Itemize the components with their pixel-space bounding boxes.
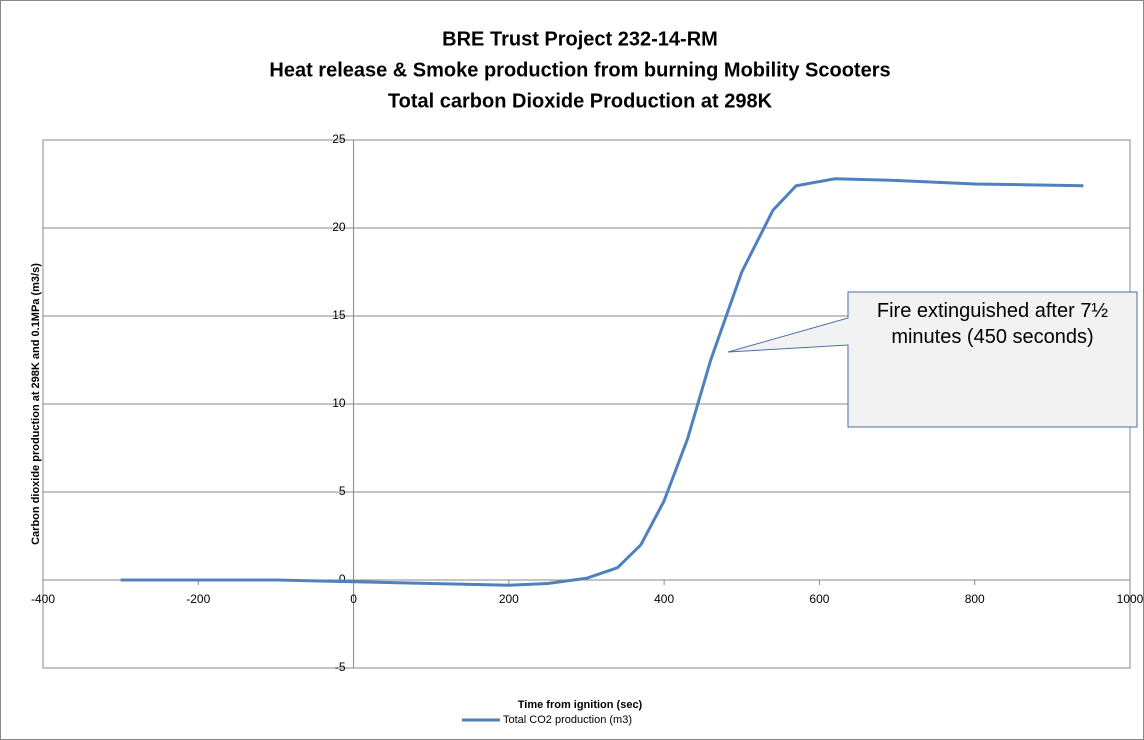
y-tick-label: 25 <box>332 132 346 146</box>
y-tick-label: 15 <box>332 308 346 322</box>
x-tick-label: 400 <box>654 592 674 606</box>
series-group <box>120 177 1084 587</box>
y-axis-label: Carbon dioxide production at 298K and 0.… <box>30 263 42 545</box>
series-line <box>120 177 1084 587</box>
callout <box>727 291 1138 428</box>
x-tick-label: 200 <box>499 592 519 606</box>
y-tick-label: 0 <box>339 572 346 586</box>
x-tick-label: 1000 <box>1117 592 1144 606</box>
x-tick-label: 600 <box>809 592 829 606</box>
x-tick-label: -200 <box>186 592 210 606</box>
chart-title: Total carbon Dioxide Production at 298K <box>388 90 773 112</box>
y-tick-label: -5 <box>335 660 346 674</box>
y-tick-label: 20 <box>332 220 346 234</box>
x-tick-label: 0 <box>350 592 357 606</box>
title-group: BRE Trust Project 232-14-RM Heat release … <box>269 28 890 112</box>
y-tick-label: 10 <box>332 396 346 410</box>
x-tick-label: 800 <box>965 592 985 606</box>
chart-title: Heat release & Smoke production from bur… <box>269 59 890 81</box>
x-tick-label: -400 <box>31 592 55 606</box>
chart-title: BRE Trust Project 232-14-RM <box>442 28 718 50</box>
legend-label: Total CO2 production (m3) <box>503 714 632 726</box>
y-tick-label: 5 <box>339 484 346 498</box>
annotation: Fire extinguished after 7½ minutes (450 … <box>876 300 1109 348</box>
x-axis-label: Time from ignition (sec) <box>518 699 643 711</box>
